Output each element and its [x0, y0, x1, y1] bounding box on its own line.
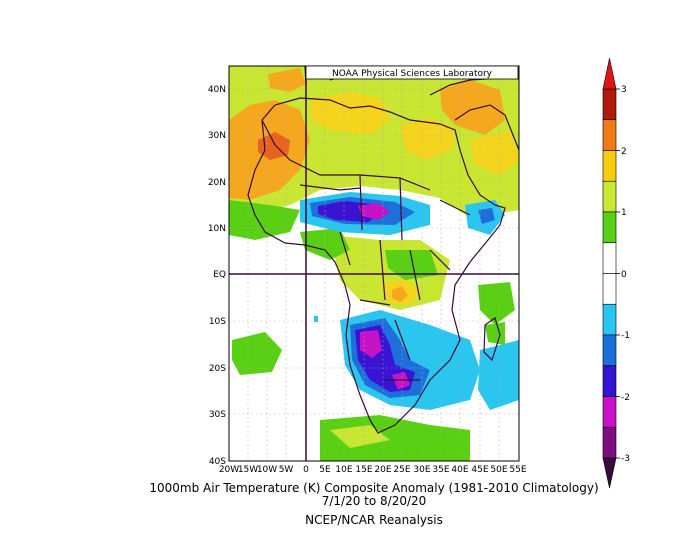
- colorbar-segment: [602, 150, 617, 182]
- colorbar-segment: [602, 426, 617, 459]
- field-orange-top: [268, 68, 306, 92]
- field-green-equator: [300, 228, 350, 260]
- lat-label: 30N: [208, 131, 226, 141]
- field-yellow-north-b: [400, 118, 455, 160]
- colorbar-tick-label: -2: [621, 393, 630, 403]
- lat-label: 40N: [208, 85, 226, 95]
- colorbar-arrow-bottom: [602, 457, 617, 489]
- map-date-range: 7/1/20 to 8/20/20: [322, 494, 427, 508]
- lon-label: 45E: [471, 465, 488, 475]
- field-blue-east: [478, 208, 495, 224]
- lat-label: 20N: [208, 178, 226, 188]
- field-cyan-small: [314, 316, 318, 322]
- colorbar-tick-label: 1: [621, 208, 627, 218]
- credit-box: [305, 65, 519, 80]
- anomaly-fields: [229, 66, 519, 461]
- colorbar-tick-label: 0: [621, 270, 627, 280]
- colorbar: [602, 57, 620, 489]
- field-green-south-coast: [320, 415, 470, 461]
- credit-text: NOAA Physical Sciences Laboratory: [332, 69, 493, 79]
- lat-label: 10S: [209, 317, 226, 327]
- lon-label: 50E: [490, 465, 507, 475]
- lon-label: 25E: [393, 465, 410, 475]
- lon-label: 10W: [257, 465, 277, 475]
- lon-label: 30E: [413, 465, 430, 475]
- lon-label: 0: [303, 465, 309, 475]
- lon-label: 15E: [355, 465, 372, 475]
- lon-label: 20W: [219, 465, 239, 475]
- field-green-south-atlantic: [232, 332, 282, 375]
- lon-label: 35E: [432, 465, 449, 475]
- colorbar-segment: [602, 303, 617, 336]
- field-magenta-sahel: [358, 203, 390, 220]
- lat-label: EQ: [213, 270, 226, 280]
- map-source: NCEP/NCAR Reanalysis: [305, 513, 443, 527]
- colorbar-segment: [602, 242, 617, 274]
- field-green-west: [229, 200, 300, 240]
- lon-label: 55E: [509, 465, 526, 475]
- field-green-center: [385, 250, 438, 280]
- colorbar-segment: [602, 180, 617, 213]
- colorbar-arrow-top: [602, 57, 617, 90]
- colorbar-tick-label: -1: [621, 331, 630, 341]
- colorbar-segment: [602, 119, 617, 151]
- lon-label: 15W: [238, 465, 258, 475]
- map-panel: NOAA Physical Sciences Laboratory: [228, 65, 520, 462]
- lon-label: 20E: [374, 465, 391, 475]
- lon-label: 40E: [451, 465, 468, 475]
- colorbar-tick-label: 2: [621, 147, 627, 157]
- field-light-green-south: [330, 425, 390, 448]
- lon-label: 5E: [319, 465, 331, 475]
- map-title: 1000mb Air Temperature (K) Composite Ano…: [149, 481, 598, 495]
- colorbar-segment: [602, 334, 617, 367]
- field-orange-center: [392, 286, 408, 302]
- graticule: [229, 66, 519, 461]
- colorbar-ticks: 3 2 1 0 -1 -2 -3: [621, 85, 630, 464]
- field-green-indian-a: [478, 282, 515, 325]
- field-green-madagascar: [485, 322, 505, 345]
- lon-label: 10E: [335, 465, 352, 475]
- field-magenta-south-a: [360, 330, 382, 358]
- field-yellow-north-a: [310, 92, 390, 135]
- lat-labels: 40N 30N 20N 10N EQ 10S 20S 30S 40S: [208, 85, 226, 467]
- field-magenta-south-b: [392, 372, 410, 390]
- colorbar-segment: [602, 365, 617, 397]
- colorbar-segment: [602, 211, 617, 244]
- lat-label: 20S: [209, 364, 226, 374]
- colorbar-segment: [602, 273, 617, 305]
- colorbar-tick-label: -3: [621, 454, 630, 464]
- colorbar-tick-label: 3: [621, 85, 627, 95]
- lat-label: 40S: [209, 457, 226, 467]
- colorbar-segment: [602, 396, 617, 428]
- lon-labels: 20W 15W 10W 5W 0 5E 10E 15E 20E 25E 30E …: [219, 465, 527, 475]
- lat-label: 30S: [209, 410, 226, 420]
- lat-label: 10N: [208, 224, 226, 234]
- field-red-orange-core: [258, 132, 290, 160]
- field-cyan-indian: [478, 340, 519, 410]
- colorbar-segment: [602, 88, 617, 121]
- field-orange-northeast: [440, 80, 505, 135]
- lon-label: 5W: [279, 465, 294, 475]
- field-yellow-east: [470, 130, 519, 175]
